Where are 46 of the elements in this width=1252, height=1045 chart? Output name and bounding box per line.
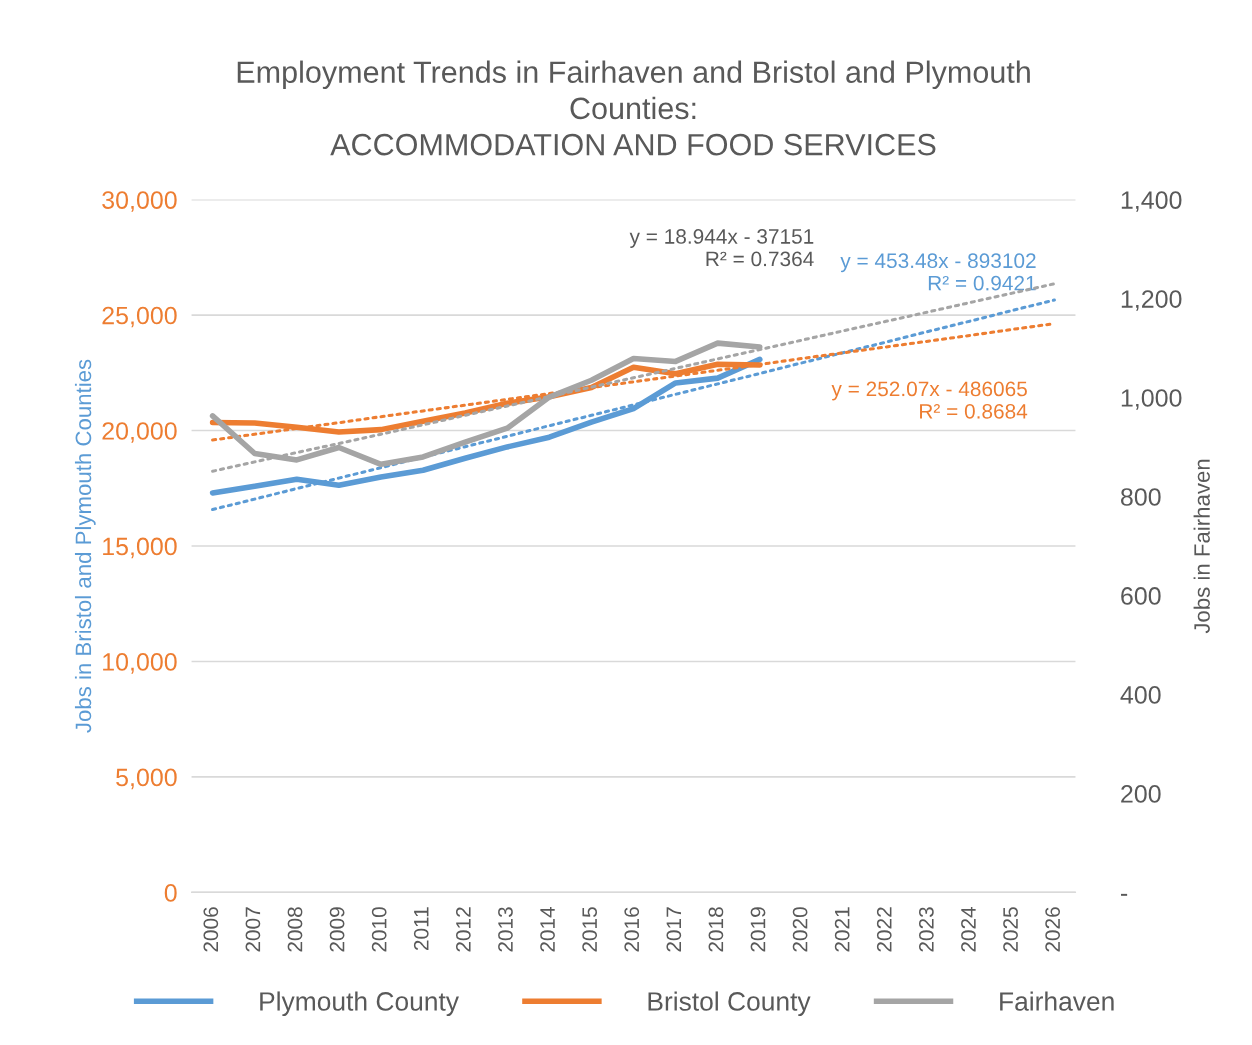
y2-tick-label: 800 (1121, 488, 1161, 506)
x-tick-label: 2023 (918, 907, 934, 952)
legend-label: Bristol County (648, 991, 811, 1017)
x-tick-label: 2022 (876, 907, 892, 952)
y2-tick-label: 1,200 (1121, 290, 1182, 311)
x-tick-label: 2015 (582, 907, 598, 952)
x-tick-label: 2008 (287, 907, 303, 952)
y-axis-title: Jobs in Bristol and Plymouth Counties (74, 359, 96, 733)
y2-tick-label: 1,400 (1121, 191, 1182, 212)
annotation: y = 453.48x - 893102 R² = 0.9421 (840, 253, 1036, 291)
x-tick-label: 2006 (203, 907, 219, 952)
x-tick-label: 2010 (371, 907, 387, 952)
legend-label: Plymouth County (260, 991, 459, 1017)
y-tick-label: 15,000 (103, 537, 177, 559)
x-tick-label: 2020 (792, 907, 808, 952)
x-tick-label: 2018 (708, 907, 724, 952)
x-tick-label: 2013 (498, 907, 513, 952)
y2-tick-label: 600 (1121, 587, 1161, 605)
x-tick-label: 2024 (961, 906, 976, 952)
chart-title: Employment Trends in Fairhaven and Bristol and Plymouth Counties: ACCOMMODATION AND FOOD SERVICES (237, 60, 1030, 156)
x-tick-label: 2019 (750, 907, 766, 952)
y-tick-label: 25,000 (102, 306, 177, 328)
y-tick-label: 20,000 (102, 422, 177, 443)
annotation: y = 18.944x - 37151 R² = 0.7364 (629, 229, 814, 267)
x-tick-label: 2021 (834, 907, 850, 952)
y2-tick-label: 1,000 (1121, 389, 1182, 410)
x-tick-label: 2009 (329, 907, 345, 952)
y2-tick-label: 400 (1120, 686, 1161, 704)
x-tick-label: 2017 (666, 907, 682, 952)
y2-axis-title: Jobs in Fairhaven (1193, 459, 1210, 634)
x-tick-label: 2011 (413, 907, 429, 951)
x-tick-label: 2016 (624, 907, 640, 952)
y-tick-label: 0 (164, 884, 177, 902)
y2-tick-label: 200 (1121, 785, 1161, 803)
y-tick-label: 30,000 (102, 191, 177, 212)
x-tick-label: 2007 (245, 907, 261, 952)
line-series (211, 298, 1056, 512)
x-tick-label: 2025 (1003, 907, 1018, 952)
y-tick-label: 5,000 (116, 768, 177, 790)
x-tick-label: 2012 (455, 907, 471, 952)
x-tick-label: 2026 (1045, 907, 1061, 952)
annotation: y = 252.07x - 486065 R² = 0.8684 (831, 381, 1028, 419)
x-tick-label: 2014 (540, 906, 555, 952)
y-tick-label: 10,000 (103, 653, 177, 674)
legend-label: Fairhaven (1000, 991, 1114, 1011)
y2-tick-label: - (1121, 893, 1128, 896)
